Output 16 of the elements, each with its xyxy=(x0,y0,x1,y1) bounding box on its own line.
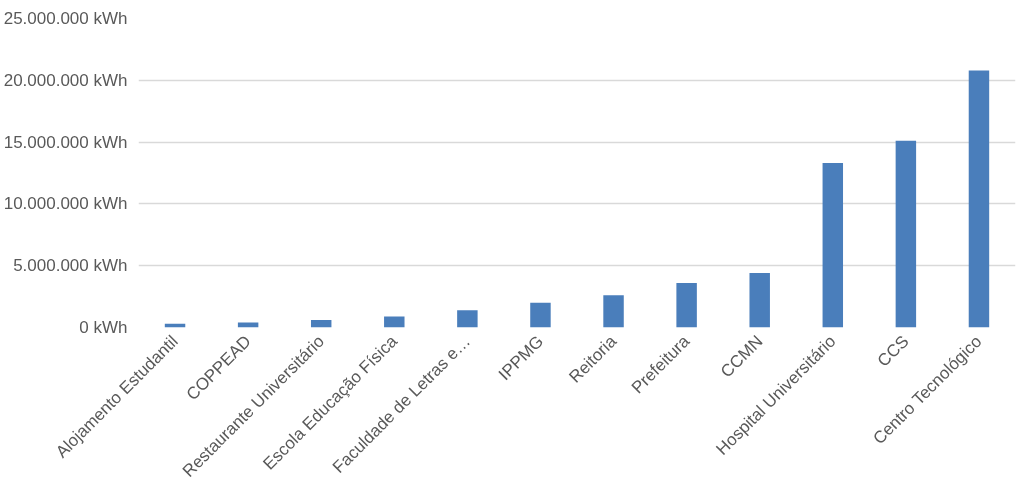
bar xyxy=(822,163,844,328)
bar xyxy=(384,316,405,328)
y-tick-label: 15.000.000 kWh xyxy=(3,132,128,152)
bar xyxy=(676,283,697,328)
bar xyxy=(457,310,478,328)
bar xyxy=(310,320,332,328)
bar xyxy=(530,302,551,328)
bar xyxy=(749,273,770,328)
y-tick-label: 5.000.000 kWh xyxy=(13,256,128,276)
y-tick-label: 20.000.000 kWh xyxy=(3,70,128,90)
bar xyxy=(895,140,917,328)
bar xyxy=(603,295,624,328)
bar xyxy=(968,70,990,328)
y-tick-label: 10.000.000 kWh xyxy=(3,194,128,214)
y-tick-label: 0 kWh xyxy=(79,318,128,337)
y-tick-label: 25.000.000 kWh xyxy=(3,9,128,28)
